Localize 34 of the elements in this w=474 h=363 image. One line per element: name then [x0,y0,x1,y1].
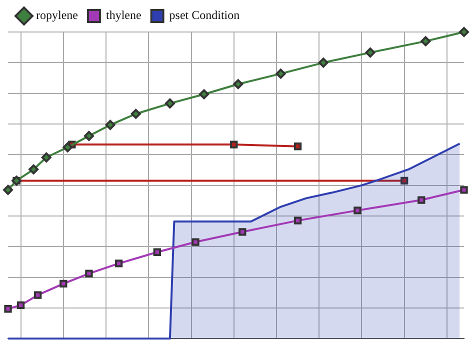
point [294,142,302,150]
legend-label: ropylene [36,8,78,22]
legend-label: thylene [106,8,142,22]
point [4,305,12,313]
point [318,58,328,68]
point [28,164,39,174]
point [114,260,123,268]
point [230,140,238,148]
point [418,196,426,204]
point [276,68,286,79]
point [153,248,161,256]
point [41,152,52,162]
point [233,79,244,90]
point [85,270,93,278]
point [164,98,175,108]
point [60,280,68,288]
point [3,184,13,195]
point [192,238,200,246]
legend-label: pset Condition [169,8,240,22]
point [459,27,469,37]
point [105,120,116,130]
point [130,108,141,119]
point [62,142,73,152]
point [420,36,431,46]
point [238,228,246,236]
point [199,89,210,100]
point [84,130,94,141]
point [365,48,376,58]
point [460,186,468,194]
point [400,176,408,185]
point [16,301,25,310]
point [294,216,302,224]
point [354,206,362,214]
point [34,291,42,299]
